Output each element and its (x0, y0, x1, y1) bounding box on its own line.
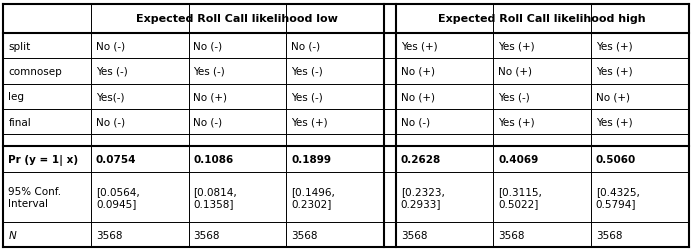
Text: Yes (+): Yes (+) (596, 117, 632, 127)
Text: No (+): No (+) (596, 92, 630, 102)
Text: 3568: 3568 (194, 230, 220, 240)
Text: [0.2323,
0.2933]: [0.2323, 0.2933] (401, 186, 445, 208)
Text: Yes (+): Yes (+) (596, 66, 632, 76)
Text: Expected Roll Call likelihood high: Expected Roll Call likelihood high (439, 14, 646, 24)
Text: No (-): No (-) (401, 117, 430, 127)
Text: Yes (-): Yes (-) (96, 66, 128, 76)
Text: split: split (8, 41, 30, 51)
Text: Pr (y = 1| x): Pr (y = 1| x) (8, 154, 78, 165)
Text: No (+): No (+) (194, 92, 228, 102)
Text: No (+): No (+) (401, 92, 435, 102)
Text: N: N (8, 230, 16, 240)
Text: leg: leg (8, 92, 24, 102)
Text: 0.1086: 0.1086 (194, 154, 234, 164)
Text: Yes (-): Yes (-) (194, 66, 225, 76)
Text: 0.5060: 0.5060 (596, 154, 636, 164)
Text: 0.0754: 0.0754 (96, 154, 136, 164)
Text: Expected Roll Call likelihood low: Expected Roll Call likelihood low (136, 14, 338, 24)
Text: 0.1899: 0.1899 (291, 154, 331, 164)
Text: Yes (+): Yes (+) (291, 117, 327, 127)
Text: 0.2628: 0.2628 (401, 154, 441, 164)
Text: final: final (8, 117, 31, 127)
Text: [0.4325,
0.5794]: [0.4325, 0.5794] (596, 186, 639, 208)
Text: No (-): No (-) (291, 41, 320, 51)
Text: Yes (+): Yes (+) (596, 41, 632, 51)
Text: [0.0814,
0.1358]: [0.0814, 0.1358] (194, 186, 237, 208)
Text: No (-): No (-) (96, 41, 125, 51)
Text: Yes (+): Yes (+) (498, 117, 535, 127)
Text: 3568: 3568 (291, 230, 318, 240)
Text: 95% Conf.
Interval: 95% Conf. Interval (8, 186, 62, 208)
Text: 0.4069: 0.4069 (498, 154, 538, 164)
Text: 3568: 3568 (498, 230, 525, 240)
Text: [0.1496,
0.2302]: [0.1496, 0.2302] (291, 186, 335, 208)
Text: No (+): No (+) (498, 66, 532, 76)
Text: Yes (-): Yes (-) (498, 92, 530, 102)
Text: Yes (+): Yes (+) (401, 41, 437, 51)
Text: 3568: 3568 (596, 230, 622, 240)
Text: [0.3115,
0.5022]: [0.3115, 0.5022] (498, 186, 542, 208)
Text: Yes (+): Yes (+) (498, 41, 535, 51)
Text: No (-): No (-) (194, 41, 223, 51)
Text: No (-): No (-) (96, 117, 125, 127)
Text: No (-): No (-) (194, 117, 223, 127)
Text: Yes(-): Yes(-) (96, 92, 125, 102)
Text: 3568: 3568 (96, 230, 122, 240)
Text: [0.0564,
0.0945]: [0.0564, 0.0945] (96, 186, 140, 208)
Text: No (+): No (+) (401, 66, 435, 76)
Text: Yes (-): Yes (-) (291, 66, 322, 76)
Text: comnosep: comnosep (8, 66, 62, 76)
Text: 3568: 3568 (401, 230, 427, 240)
Text: Yes (-): Yes (-) (291, 92, 322, 102)
